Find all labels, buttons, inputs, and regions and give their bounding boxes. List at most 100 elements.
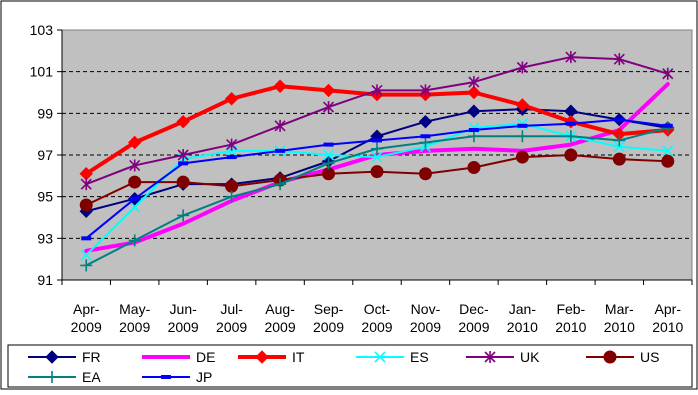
data-point-uk: [177, 149, 189, 161]
data-point-us: [176, 175, 190, 189]
data-point-us: [322, 167, 336, 181]
x-tick-labels: Apr-2009 May-2009 Jun-2009 Jul-2009 Aug-2009…: [71, 301, 684, 335]
legend-item-uk: UK: [466, 349, 540, 365]
data-point-es: [371, 151, 383, 163]
data-point-ea: [128, 234, 141, 247]
data-point-us: [661, 154, 675, 168]
data-point-uk: [613, 53, 625, 66]
legend-marker-uk: [484, 351, 496, 363]
data-point-ea: [564, 130, 577, 143]
series-ea: [80, 121, 674, 272]
data-point-ea: [80, 259, 93, 272]
data-point-us: [564, 148, 578, 162]
data-point-ea: [419, 136, 432, 149]
x-tick-label: Mar-2010: [604, 301, 635, 335]
x-tick-label: Jun-2009: [168, 301, 199, 335]
y-tick-label: 103: [30, 22, 54, 38]
data-point-jp: [275, 148, 286, 153]
data-point-fr: [467, 104, 481, 118]
data-point-uk: [80, 178, 92, 191]
data-point-es: [80, 249, 92, 261]
y-tick-labels: 91 93 95 97 99 101 103: [30, 22, 54, 288]
data-point-jp: [565, 121, 576, 126]
x-tick-label: Aug-2009: [264, 301, 295, 335]
x-tick-label: Apr-2010: [652, 301, 683, 335]
x-tick-label: Feb-2010: [555, 301, 586, 335]
data-point-jp: [517, 123, 528, 128]
x-tick-label: Dec-2009: [458, 301, 489, 335]
series-jp: [81, 117, 673, 241]
legend-item-ea: EA: [28, 369, 101, 385]
legend-marker-us: [603, 350, 617, 364]
data-point-ea: [322, 157, 335, 170]
data-point-jp: [614, 117, 625, 122]
data-point-jp: [323, 142, 334, 147]
series-us: [79, 148, 675, 212]
data-point-uk: [468, 76, 480, 89]
series-line-de: [84, 82, 670, 253]
data-point-it: [273, 79, 287, 93]
data-point-it: [467, 85, 481, 100]
x-tick-label: Jul-2009: [216, 301, 247, 335]
data-point-it: [176, 114, 190, 129]
y-tick-label: 91: [37, 272, 53, 288]
legend-marker-it: [255, 350, 269, 364]
data-point-uk: [322, 101, 335, 114]
data-point-jp: [129, 196, 140, 201]
x-tick-label: May-2009: [119, 301, 150, 335]
series-lines: [79, 51, 675, 272]
data-point-uk: [662, 67, 674, 80]
x-tick-label: Apr-2009: [71, 301, 102, 335]
x-tick-label: Jan-2010: [507, 301, 538, 335]
legend: FR DE IT ES UK US EA JP: [28, 349, 659, 385]
data-point-ea: [177, 209, 190, 222]
data-point-uk: [274, 119, 286, 132]
data-point-us: [467, 161, 481, 174]
data-point-it: [515, 98, 530, 112]
legend-marker-ea: [46, 371, 58, 383]
legend-item-de: DE: [142, 349, 215, 365]
data-point-uk: [565, 51, 577, 64]
data-point-uk: [129, 159, 141, 172]
data-point-it: [224, 92, 239, 106]
legend-item-es: ES: [356, 349, 429, 365]
data-point-us: [79, 198, 93, 212]
data-point-ea: [225, 190, 238, 203]
legend-marker-jp: [161, 375, 171, 379]
legend-item-it: IT: [238, 349, 305, 365]
y-tick-label: 97: [37, 147, 53, 163]
legend-label-es: ES: [410, 349, 429, 365]
data-point-ea: [274, 178, 287, 191]
data-point-us: [515, 150, 529, 164]
data-point-es: [322, 149, 335, 161]
data-point-it: [127, 135, 142, 150]
legend-marker-fr: [45, 350, 59, 364]
x-tick-label: Oct-2009: [361, 301, 392, 335]
data-point-jp: [420, 134, 431, 139]
data-point-jp: [662, 123, 673, 128]
legend-label-fr: FR: [82, 349, 101, 365]
data-point-jp: [372, 138, 382, 143]
legend-label-it: IT: [292, 349, 305, 365]
legend-label-us: US: [640, 349, 659, 365]
data-point-uk: [419, 84, 432, 97]
x-tick-label: Sep-2009: [313, 301, 344, 335]
legend-label-uk: UK: [520, 349, 540, 365]
data-point-ea: [613, 134, 626, 147]
data-point-us: [225, 179, 239, 193]
legend-item-us: US: [586, 349, 659, 365]
data-point-jp: [178, 161, 189, 166]
data-point-es: [129, 201, 141, 213]
legend-item-fr: FR: [28, 349, 101, 365]
data-point-it: [321, 83, 336, 98]
data-point-jp: [81, 236, 92, 241]
y-tick-label: 99: [37, 105, 53, 121]
data-point-us: [370, 165, 384, 179]
series-de: [84, 82, 670, 253]
legend-marker-es: [374, 351, 386, 363]
y-tick-label: 93: [37, 230, 53, 246]
x-tick-label: Nov-2009: [410, 301, 441, 335]
data-point-ea: [371, 142, 383, 155]
